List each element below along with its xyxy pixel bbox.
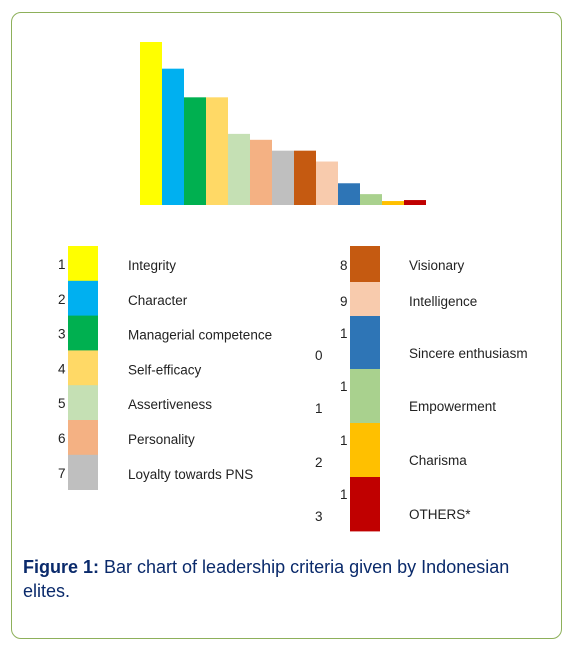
legend-label-4: Self-efficacy <box>128 362 202 377</box>
legend-swatch-13 <box>350 477 380 532</box>
legend-swatch-6 <box>68 420 98 456</box>
caption-text: Bar chart of leadership criteria given b… <box>23 557 510 601</box>
legend-swatch-10 <box>350 316 380 370</box>
legend-label-6: Personality <box>128 432 195 447</box>
legend-swatch-3 <box>68 315 98 351</box>
legend-number-7: 7 <box>58 466 66 481</box>
bar-self-efficacy <box>206 97 228 205</box>
legend-label-2: Character <box>128 293 188 308</box>
legend-label-5: Assertiveness <box>128 397 212 412</box>
legend-swatch-2 <box>68 280 98 316</box>
bar-intelligence <box>316 161 338 205</box>
bar-sincere-enthusiasm <box>338 183 360 205</box>
legend-swatch-11 <box>350 369 380 424</box>
legend-swatch-8 <box>350 246 380 283</box>
legend-number-1: 1 <box>58 257 66 272</box>
legend-number-4: 4 <box>58 361 66 376</box>
legend-number-5: 5 <box>58 396 66 411</box>
bar-others- <box>404 200 426 205</box>
bar-assertiveness <box>228 133 250 205</box>
legend-label-1: Integrity <box>128 258 176 273</box>
bar-charisma <box>382 201 404 205</box>
bar-loyalty-towards-pns <box>272 150 294 205</box>
legend-label-9: Intelligence <box>409 294 477 309</box>
bar-chart: 1 Integrity 2 Character 3 Managerial competen… <box>58 42 528 532</box>
legend-number-9: 9 <box>340 294 348 309</box>
legend-swatch-12 <box>350 423 380 478</box>
figure-frame <box>11 12 562 639</box>
legend-label-12: Charisma <box>409 453 467 468</box>
legend-label-7: Loyalty towards PNS <box>128 467 253 482</box>
legend-number-3: 3 <box>58 327 66 342</box>
legend-number-6: 6 <box>58 431 66 446</box>
bar-integrity <box>140 42 162 205</box>
legend-swatch-4 <box>68 350 98 386</box>
legend-label-3: Managerial competence <box>128 328 272 343</box>
bar-personality <box>250 139 272 205</box>
legend-swatch-5 <box>68 385 98 421</box>
legend-swatch-1 <box>68 246 98 282</box>
legend-label-11: Empowerment <box>409 399 496 414</box>
bar-character <box>162 68 184 205</box>
figure-caption: Figure 1: Bar chart of leadership criter… <box>23 555 558 603</box>
legend-label-13: OTHERS* <box>409 507 471 522</box>
caption-label: Figure 1: <box>23 557 100 577</box>
legend-swatch-7 <box>68 454 98 490</box>
legend-label-10: Sincere enthusiasm <box>409 346 528 361</box>
legend-swatch-9 <box>350 282 380 317</box>
legend-label-8: Visionary <box>409 258 465 273</box>
legend-number-8: 8 <box>340 258 348 273</box>
bar-managerial-competence <box>184 97 206 205</box>
legend-number-2: 2 <box>58 292 66 307</box>
bar-visionary <box>294 150 316 205</box>
bar-empowerment <box>360 194 382 205</box>
